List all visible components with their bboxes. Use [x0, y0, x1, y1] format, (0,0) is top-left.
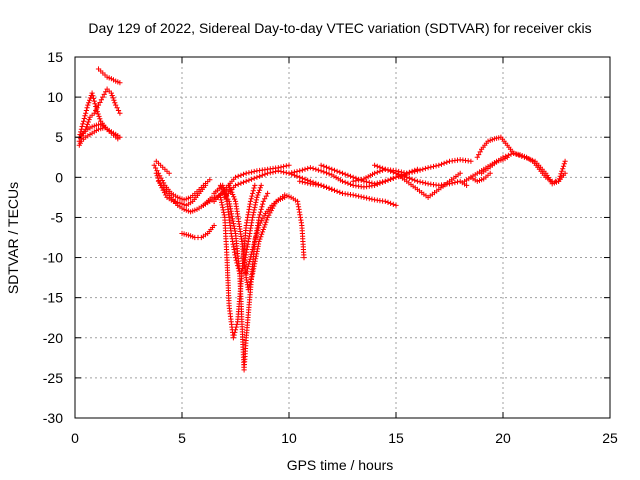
data-points: [179, 222, 217, 241]
y-tick-label: -30: [43, 410, 63, 426]
data-points: [76, 125, 121, 148]
x-axis-title: GPS time / hours: [287, 457, 394, 473]
series-arc-2d: [153, 158, 172, 176]
x-tick-label: 0: [71, 430, 79, 446]
data-points: [468, 170, 493, 184]
y-tick-label: -15: [43, 290, 63, 306]
series-arc-8d: [468, 170, 493, 184]
series-arc-1c: [78, 86, 123, 139]
series-arc-6b: [211, 162, 292, 204]
y-tick-label: -25: [43, 370, 63, 386]
data-points: [78, 86, 123, 139]
y-tick-label: -5: [51, 209, 64, 225]
y-tick-label: 10: [47, 89, 63, 105]
series-arc-1e: [76, 125, 121, 148]
y-axis-title: SDTVAR / TECUs: [5, 182, 21, 294]
x-tick-label: 15: [388, 430, 404, 446]
x-tick-label: 5: [178, 430, 186, 446]
y-tick-label: 5: [55, 129, 63, 145]
series-arc-6a: [243, 192, 307, 277]
data-points: [393, 170, 470, 188]
x-tick-label: 25: [602, 430, 618, 446]
x-tick-label: 20: [495, 430, 511, 446]
y-tick-label: 15: [47, 49, 63, 65]
data-points: [95, 66, 123, 86]
chart-title: Day 129 of 2022, Sidereal Day-to-day VTE…: [88, 20, 591, 36]
data-points: [211, 182, 264, 277]
y-tick-label: -20: [43, 330, 63, 346]
y-tick-label: 0: [55, 169, 63, 185]
y-tick-label: -10: [43, 250, 63, 266]
data-points: [479, 150, 568, 187]
data-points: [243, 192, 307, 277]
axis-ticks: 0 5 10 15 20 25 15 10 5 0 -5 -10 -15 -20 -25 -30: [43, 49, 618, 446]
series-arc-8c: [479, 150, 568, 187]
series-arc-4b: [211, 182, 264, 277]
data-series: [76, 66, 568, 373]
x-tick-label: 10: [281, 430, 297, 446]
series-arc-3a: [179, 222, 217, 241]
data-points: [153, 158, 172, 176]
series-arc-7f: [393, 170, 470, 188]
plot-frame: [74, 56, 611, 419]
data-points: [297, 178, 399, 208]
series-arc-1d: [95, 66, 123, 86]
series-arc-7b: [297, 178, 399, 208]
data-points: [211, 162, 292, 204]
grid: [75, 57, 610, 418]
